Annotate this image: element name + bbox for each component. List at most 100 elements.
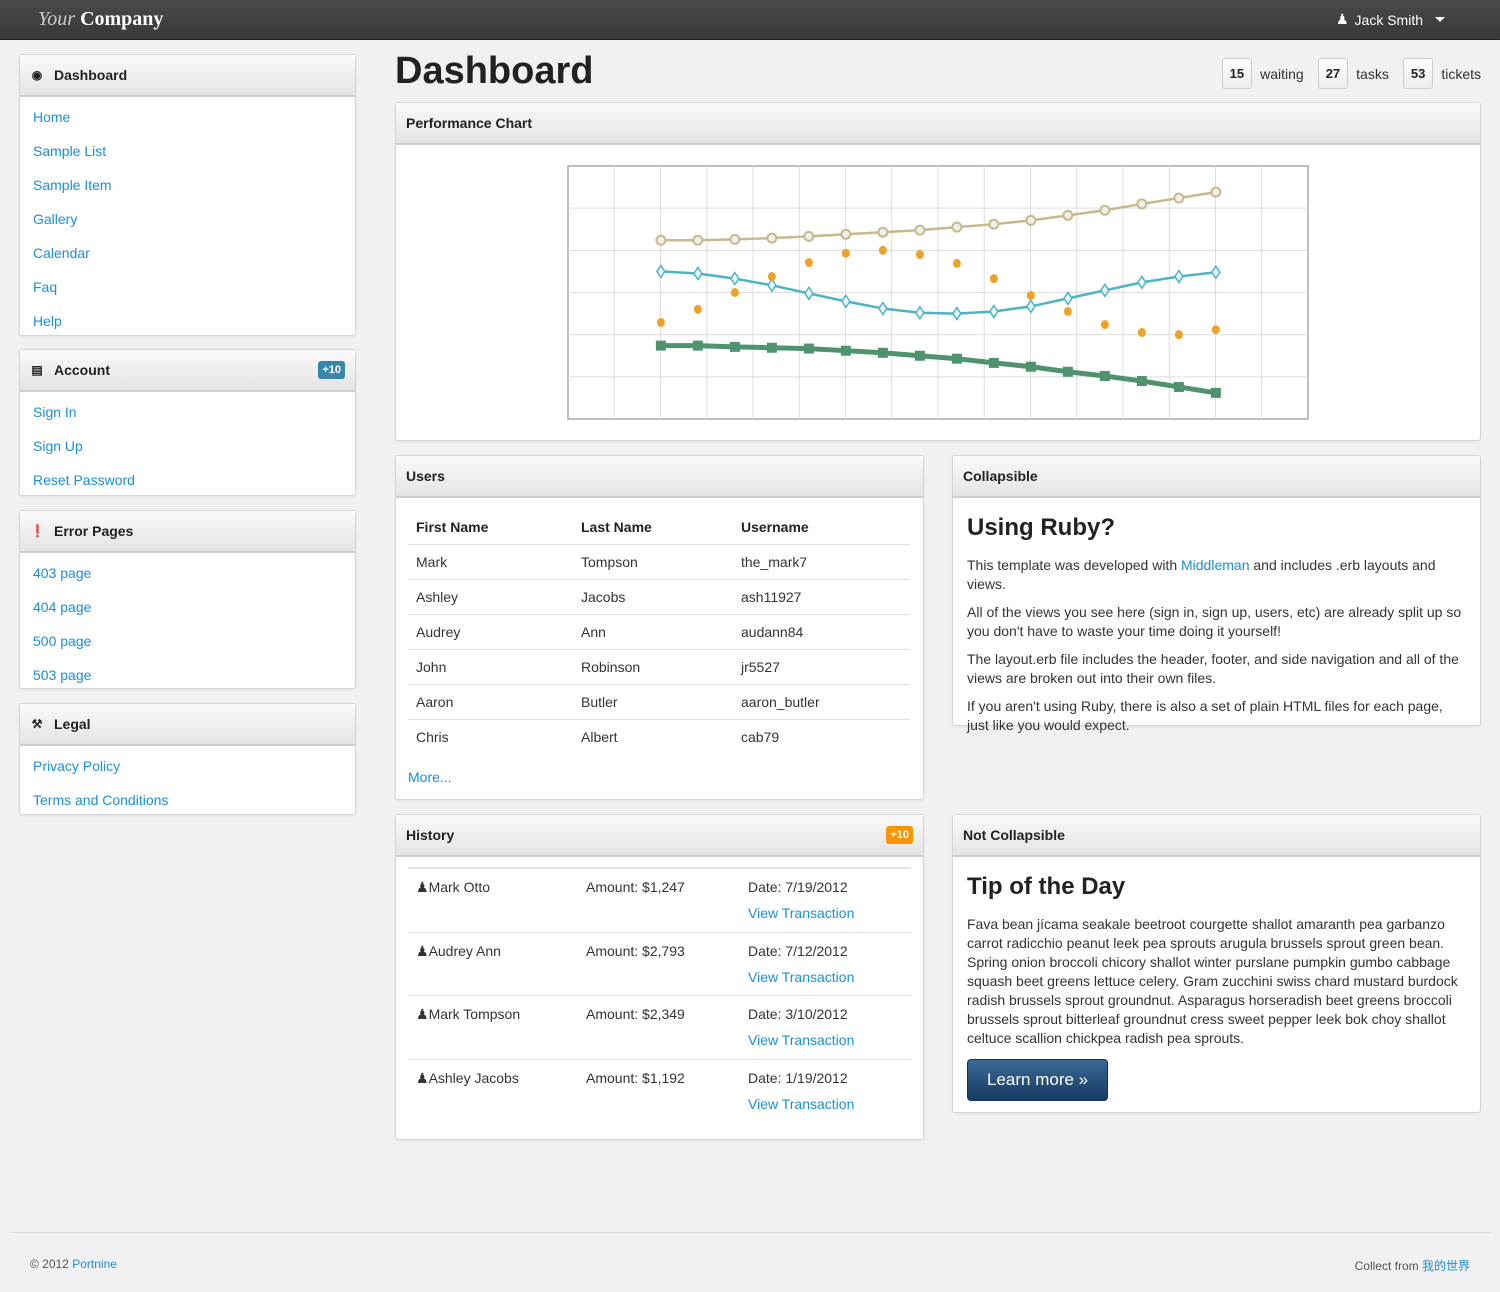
history-amount: Amount: $1,192 [586, 1069, 685, 1086]
brand-logo[interactable]: Your Company [38, 8, 164, 30]
cell-username: ash11927 [733, 579, 910, 615]
history-item: ♟Mark Tompson Amount: $2,349 Date: 3/10/… [408, 996, 911, 1060]
sidebar-item-faq[interactable]: Faq [33, 279, 58, 295]
sidebar-dashboard: ◉ Dashboard Home Sample List Sample Item … [19, 54, 356, 336]
sidebar-item-privacy-policy[interactable]: Privacy Policy [33, 758, 121, 774]
history-user: ♟Mark Otto [416, 879, 491, 895]
data-point [692, 340, 703, 351]
data-point [692, 234, 704, 246]
data-point [1099, 370, 1110, 381]
user-name: Jack Smith [1354, 11, 1423, 28]
history-header: History +10 [396, 815, 923, 857]
user-icon: ♟ [416, 942, 429, 959]
dashboard-icon: ◉ [31, 68, 43, 82]
cell-first-name: Ashley [408, 579, 573, 615]
history-date: Date: 7/12/2012 [748, 942, 848, 959]
paragraph-1: This template was developed with Middlem… [967, 557, 1436, 592]
tickets-count[interactable]: 53 [1402, 58, 1434, 89]
cell-last-name: Butler [573, 684, 733, 720]
more-users-link[interactable]: More... [408, 768, 452, 785]
sidebar-item-calendar[interactable]: Calendar [33, 245, 90, 261]
sidebar-item-home[interactable]: Home [33, 109, 71, 125]
data-point [840, 228, 852, 240]
sidebar-header-error-pages[interactable]: ❗ Error Pages [20, 511, 355, 553]
waiting-label: waiting [1260, 65, 1304, 82]
data-point [877, 301, 888, 316]
sidebar-item-help[interactable]: Help [33, 313, 62, 329]
data-point [766, 277, 777, 293]
history-item: ♟Audrey Ann Amount: $2,793 Date: 7/12/20… [408, 933, 911, 996]
data-point [951, 306, 962, 321]
series-line-0 [660, 190, 1217, 242]
cell-username: audann84 [733, 614, 910, 650]
sidebar-item-sign-in[interactable]: Sign In [33, 404, 77, 420]
data-point [914, 305, 925, 321]
briefcase-icon: ▤ [31, 363, 43, 377]
cell-last-name: Ann [573, 614, 733, 650]
navbar: Your Company ♟ Jack Smith [0, 0, 1500, 40]
view-transaction-link[interactable]: View Transaction [748, 905, 855, 921]
users-header: Users [396, 456, 923, 498]
sidebar-item-404[interactable]: 404 page [33, 599, 92, 615]
collapsible-heading: Using Ruby? [967, 514, 1115, 541]
cell-first-name: Aaron [408, 684, 573, 720]
data-point [988, 218, 1000, 230]
history-user: ♟Mark Tompson [416, 1006, 521, 1022]
history-date-col: Date: 7/12/2012 View Transaction [748, 943, 854, 988]
sidebar-item-terms[interactable]: Terms and Conditions [33, 792, 169, 808]
sidebar-item-sign-up[interactable]: Sign Up [33, 438, 83, 454]
sidebar-item-503[interactable]: 503 page [33, 667, 92, 683]
data-point [1210, 186, 1222, 198]
series-line-1 [660, 270, 1217, 315]
data-point [1173, 269, 1184, 284]
data-point [693, 304, 702, 314]
sidebar-account: ▤ Account +10 Sign In Sign Up Reset Passwo… [19, 349, 356, 496]
copyright: © 2012 Portnine [30, 1257, 117, 1271]
tip-heading: Tip of the Day [967, 873, 1126, 900]
sidebar-header-legal[interactable]: ⚒ Legal [20, 704, 355, 746]
users-table: First Name Last Name Username Mark Tompso… [408, 510, 910, 755]
user-icon: ♟ [416, 879, 429, 895]
sidebar-header-dashboard[interactable]: ◉ Dashboard [20, 55, 355, 97]
sidebar-item-reset-password[interactable]: Reset Password [33, 472, 135, 488]
sidebar-header-account[interactable]: ▤ Account +10 [20, 350, 355, 392]
page-title: Dashboard [395, 50, 594, 92]
sidebar-item-sample-item[interactable]: Sample Item [33, 177, 112, 193]
history-date-col: Date: 3/10/2012 View Transaction [748, 1006, 854, 1051]
sidebar-item-gallery[interactable]: Gallery [33, 211, 78, 227]
table-row: Mark Tompson the_mark7 [408, 544, 910, 580]
data-point [1137, 328, 1146, 338]
view-transaction-link[interactable]: View Transaction [748, 1095, 855, 1112]
data-point [1173, 192, 1185, 204]
collect-link[interactable]: 我的世界 [1421, 1259, 1470, 1273]
data-point [1099, 204, 1111, 216]
data-point [951, 353, 962, 364]
history-date: Date: 3/10/2012 [748, 1006, 848, 1022]
data-point [1100, 320, 1109, 330]
cell-last-name: Jacobs [573, 579, 733, 615]
view-transaction-link[interactable]: View Transaction [748, 968, 855, 985]
data-point [1062, 366, 1073, 377]
history-badge: +10 [886, 826, 913, 844]
caret-down-icon [1435, 17, 1445, 22]
user-menu[interactable]: ♟ Jack Smith [1336, 11, 1445, 28]
sidebar-item-sample-list[interactable]: Sample List [33, 143, 107, 159]
not-collapsible-header: Not Collapsible [953, 815, 1480, 857]
footer: © 2012 Portnine Collect from 我的世界 [10, 1232, 1490, 1273]
waiting-count[interactable]: 15 [1221, 58, 1253, 89]
table-row: Ashley Jacobs ash11927 [408, 579, 910, 615]
sidebar-item-500[interactable]: 500 page [33, 633, 92, 649]
learn-more-button[interactable]: Learn more » [967, 1059, 1109, 1101]
middleman-link[interactable]: Middleman [1181, 557, 1250, 573]
collapsible-header[interactable]: Collapsible [953, 456, 1480, 498]
view-transaction-link[interactable]: View Transaction [748, 1032, 855, 1048]
series-line-3 [660, 343, 1217, 396]
data-point [1210, 387, 1221, 398]
sidebar-item-403[interactable]: 403 page [33, 565, 92, 581]
tasks-count[interactable]: 27 [1317, 58, 1349, 89]
portnine-link[interactable]: Portnine [72, 1257, 117, 1271]
account-badge: +10 [318, 361, 345, 379]
data-point [1173, 381, 1184, 392]
data-point [1136, 376, 1147, 387]
history-date: Date: 7/19/2012 [748, 879, 848, 895]
